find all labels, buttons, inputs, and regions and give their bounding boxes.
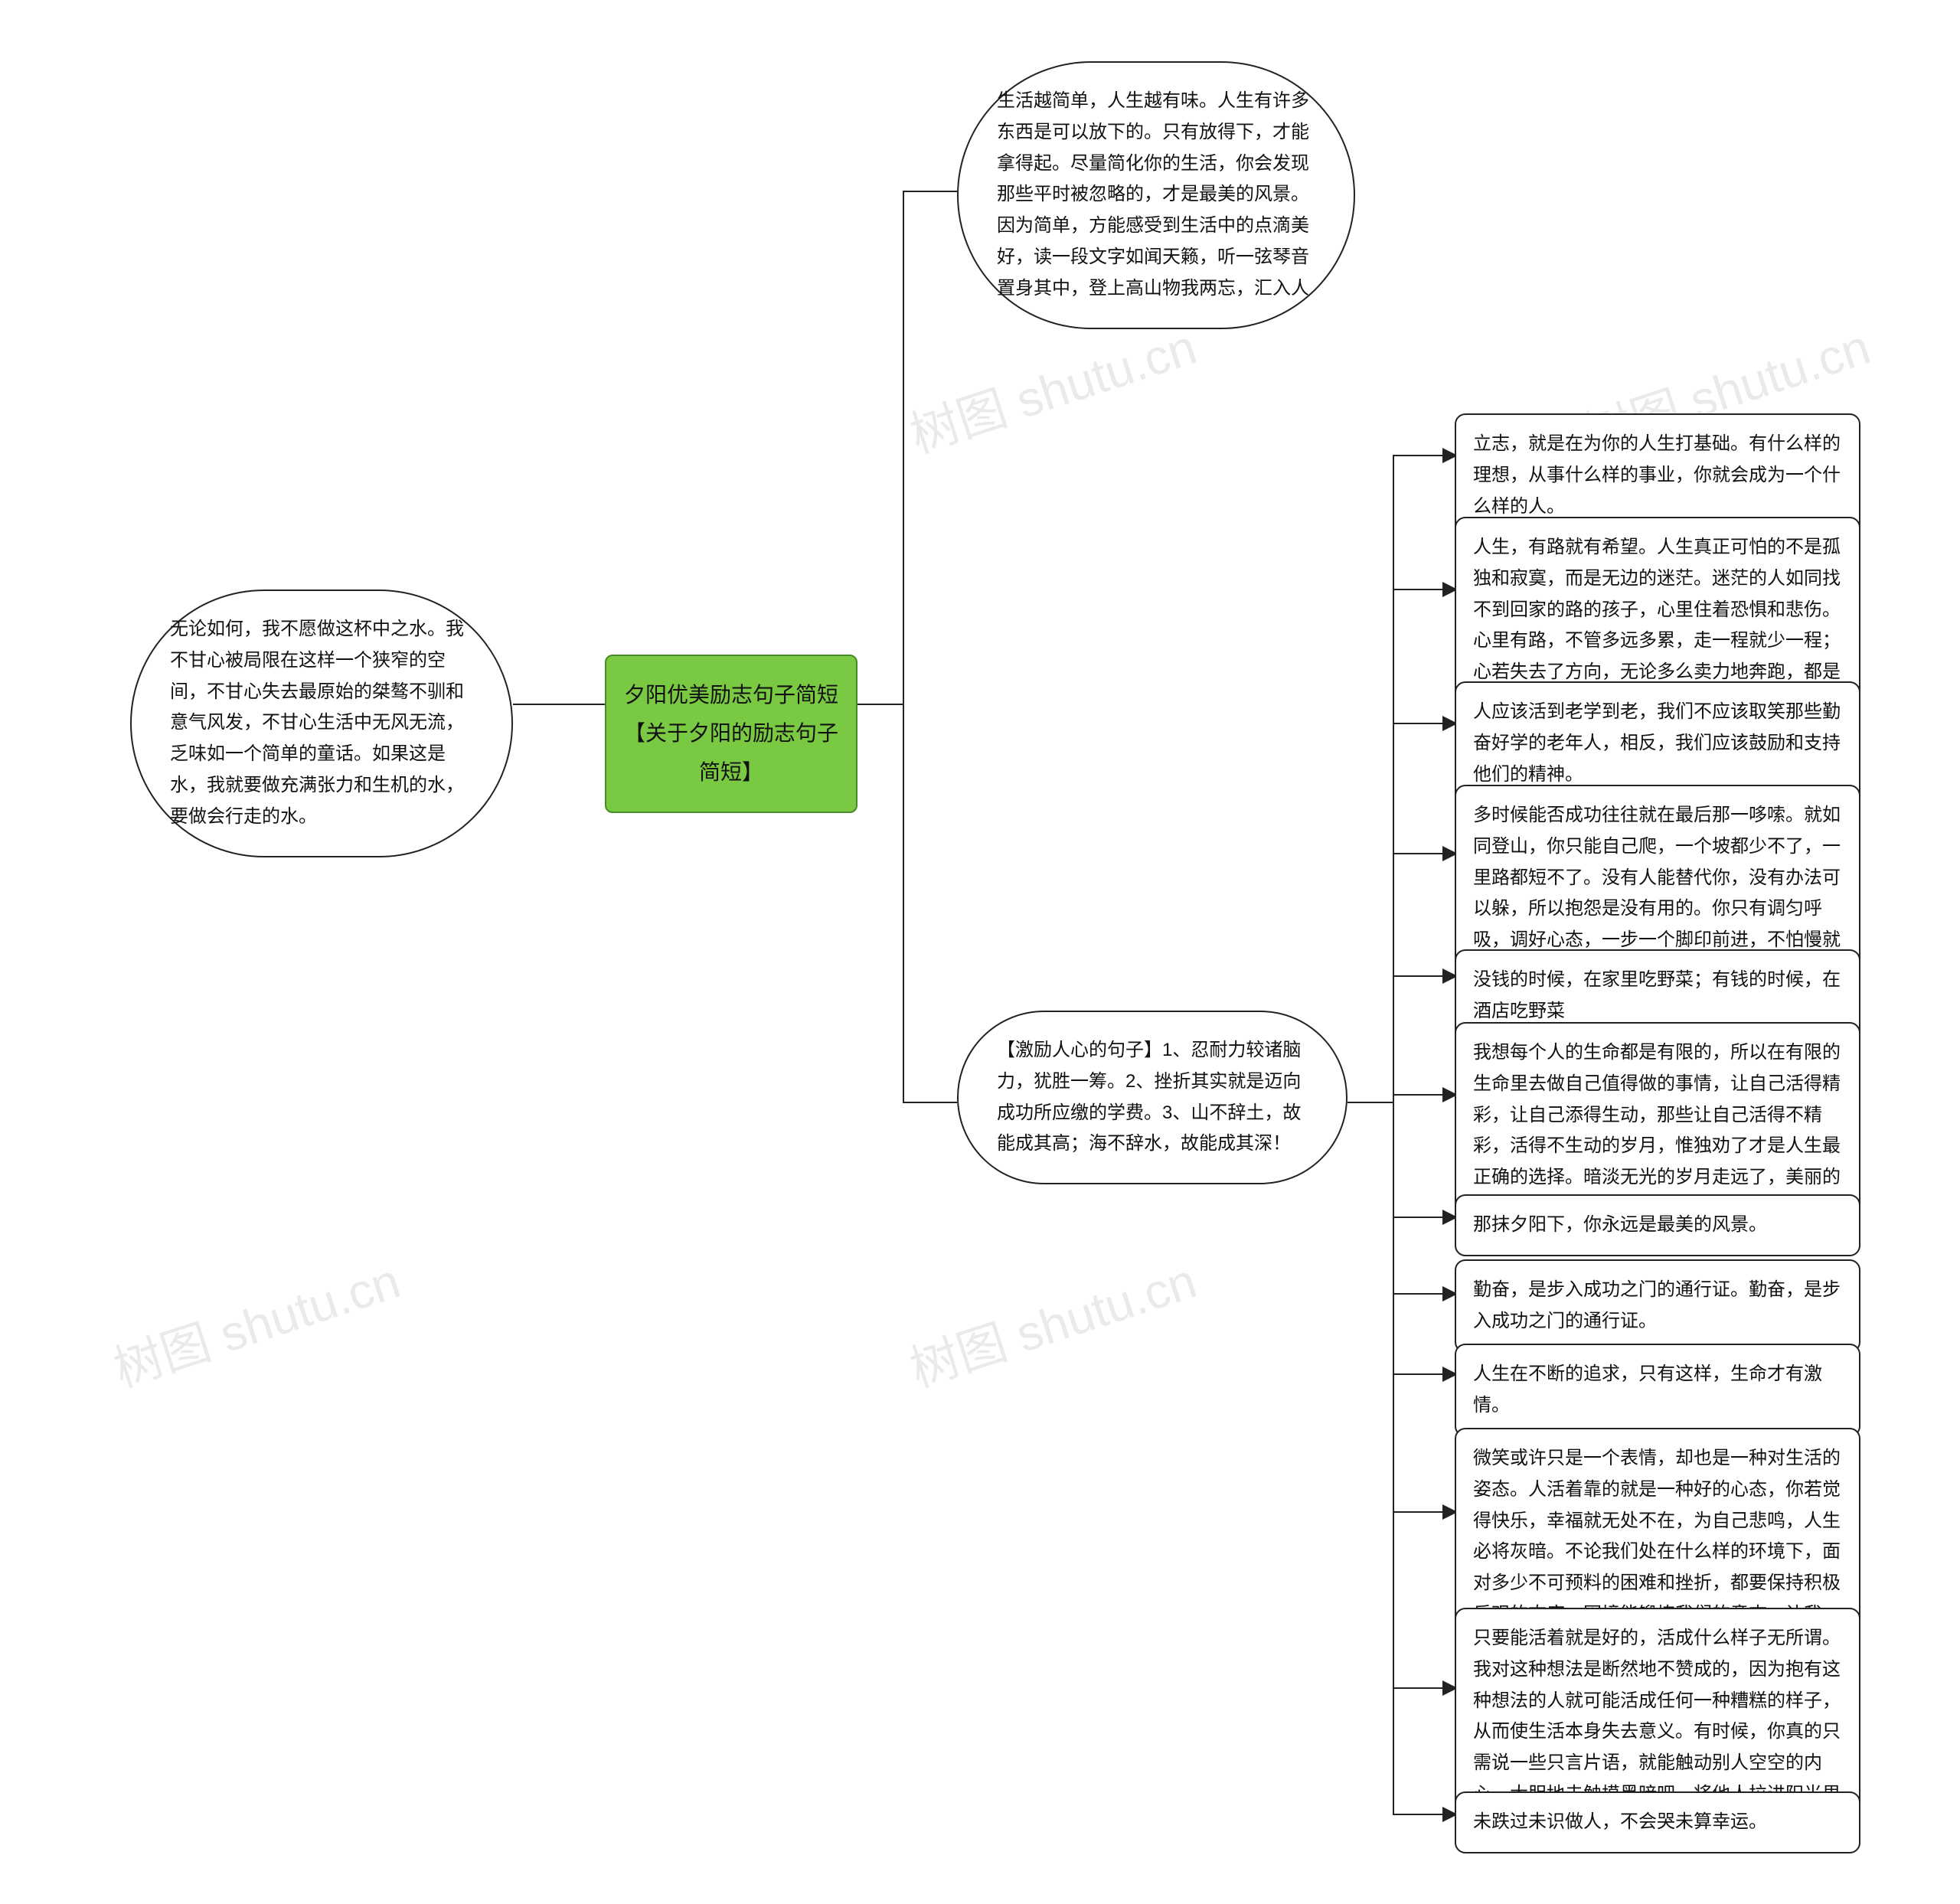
leaf-node: 人生在不断的追求，只有这样，生命才有激情。 xyxy=(1455,1344,1860,1437)
watermark: 树图 shutu.cn xyxy=(103,1242,407,1400)
leaf-node: 勤奋，是步入成功之门的通行证。勤奋，是步入成功之门的通行证。 xyxy=(1455,1259,1860,1353)
left-branch-node: 无论如何，我不愿做这杯中之水。我不甘心被局限在这样一个狭窄的空间，不甘心失去最原… xyxy=(130,589,513,857)
mindmap-canvas: 树图 shutu.cn 树图 shutu.cn 树图 shutu.cn 树图 s… xyxy=(0,0,1960,1904)
root-node: 夕阳优美励志句子简短【关于夕阳的励志句子简短】 xyxy=(605,655,858,813)
leaf-node: 未跌过未识做人，不会哭未算幸运。 xyxy=(1455,1791,1860,1853)
leaf-node: 那抹夕阳下，你永远是最美的风景。 xyxy=(1455,1194,1860,1256)
watermark: 树图 shutu.cn xyxy=(900,1242,1204,1400)
right-mid-node: 【激励人心的句子】1、忍耐力较诸脑力，犹胜一筹。2、挫折其实就是迈向成功所应缴的… xyxy=(957,1011,1348,1184)
watermark: 树图 shutu.cn xyxy=(900,308,1204,466)
right-top-node: 生活越简单，人生越有味。人生有许多东西是可以放下的。只有放得下，才能拿得起。尽量… xyxy=(957,61,1355,329)
